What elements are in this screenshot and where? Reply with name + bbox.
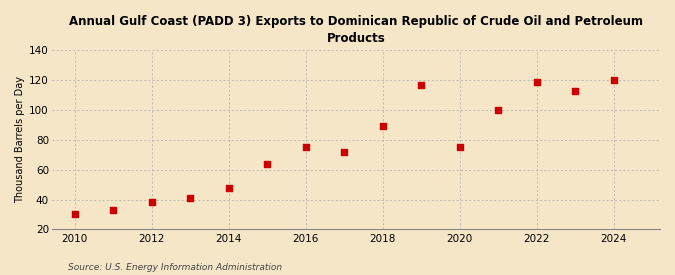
Point <box>146 200 157 205</box>
Point <box>531 79 542 84</box>
Point <box>416 82 427 87</box>
Title: Annual Gulf Coast (PADD 3) Exports to Dominican Republic of Crude Oil and Petrol: Annual Gulf Coast (PADD 3) Exports to Do… <box>69 15 643 45</box>
Y-axis label: Thousand Barrels per Day: Thousand Barrels per Day <box>15 76 25 203</box>
Point <box>570 88 580 93</box>
Point <box>608 78 619 82</box>
Point <box>223 185 234 190</box>
Point <box>454 145 465 150</box>
Point <box>339 150 350 154</box>
Point <box>493 108 504 112</box>
Point <box>70 212 80 217</box>
Point <box>377 124 388 129</box>
Point <box>108 208 119 212</box>
Text: Source: U.S. Energy Information Administration: Source: U.S. Energy Information Administ… <box>68 263 281 272</box>
Point <box>185 196 196 200</box>
Point <box>262 161 273 166</box>
Point <box>300 145 311 150</box>
